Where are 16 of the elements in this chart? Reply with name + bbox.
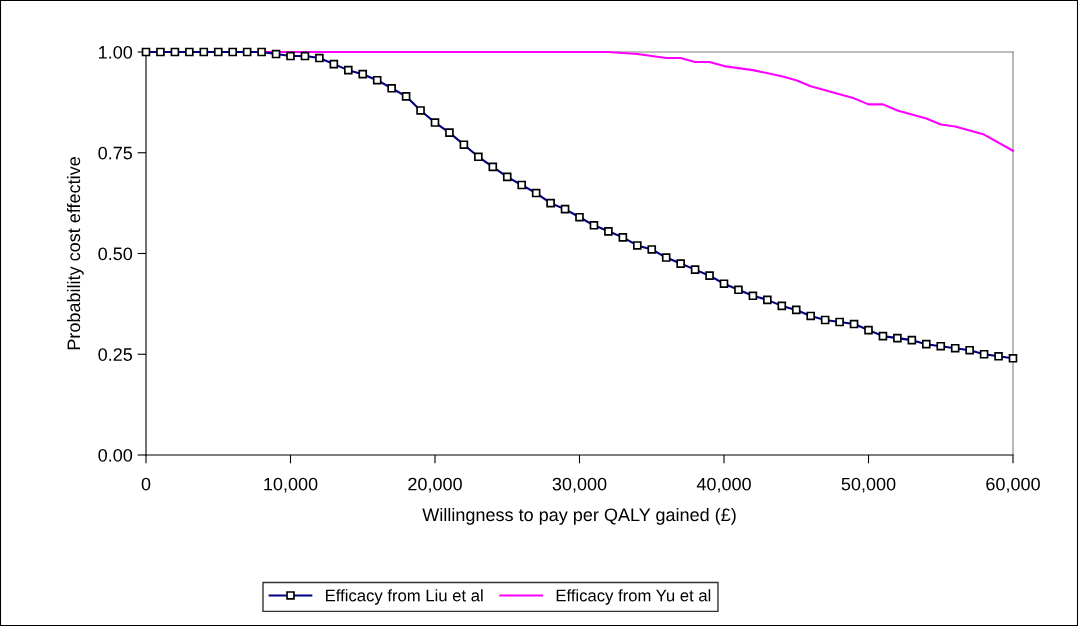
x-tick-label: 30,000 xyxy=(552,477,607,493)
legend-label: Efficacy from Liu et al xyxy=(326,589,483,605)
y-axis-title: Probability cost effective xyxy=(66,157,84,350)
x-tick-label: 20,000 xyxy=(408,477,462,493)
x-axis-title: Willingness to pay per QALY gained (£) xyxy=(422,507,736,525)
x-tick-label: 0 xyxy=(141,477,151,491)
x-tick-label: 60,000 xyxy=(986,477,1040,493)
legend-label: Efficacy from Yu et al xyxy=(556,589,711,605)
x-tick-label: 10,000 xyxy=(264,477,318,493)
x-tick-label: 40,000 xyxy=(696,477,751,493)
x-tick-label: 50,000 xyxy=(841,477,896,493)
y-tick-label: 0.00 xyxy=(98,448,133,462)
y-tick-label: 0.75 xyxy=(98,146,133,160)
y-tick-label: 0.25 xyxy=(98,348,133,361)
y-tick-label: 0.50 xyxy=(98,247,133,261)
y-tick-label: 1.00 xyxy=(99,45,133,59)
